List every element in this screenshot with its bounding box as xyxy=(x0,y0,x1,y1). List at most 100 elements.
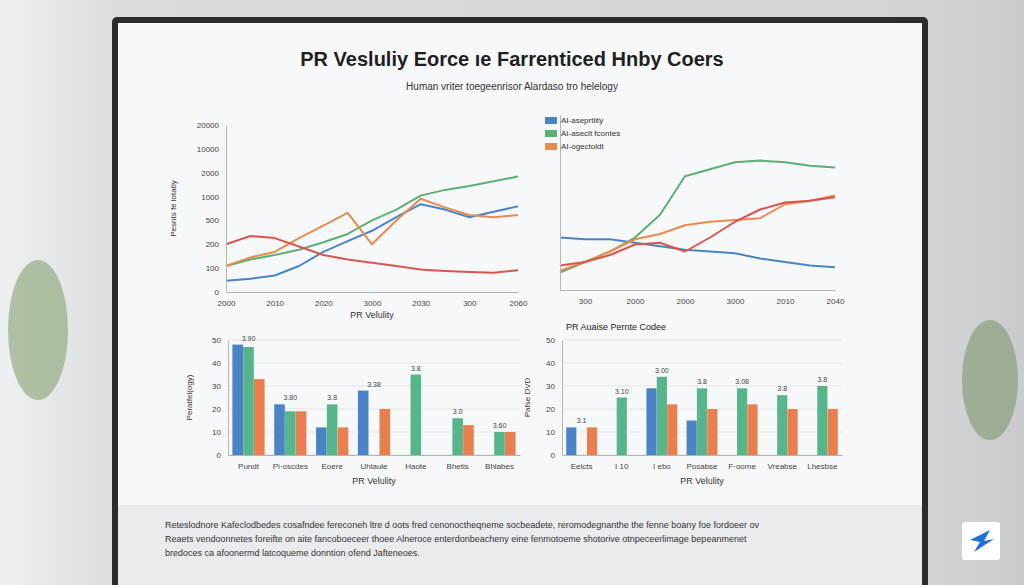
tick: 3000 xyxy=(364,292,382,308)
legend-label: AI-aseclt fcontes xyxy=(561,129,620,138)
tick-label: 20 xyxy=(212,405,221,414)
tick-label: 3000 xyxy=(364,299,382,308)
bar xyxy=(505,432,516,455)
tick-label: F·oome xyxy=(728,462,756,471)
axis-line xyxy=(229,455,521,456)
tick: Posabse xyxy=(686,455,718,471)
bar xyxy=(707,409,717,455)
logo xyxy=(962,522,1000,560)
tick-label: 2020 xyxy=(315,299,333,308)
tick: 100 xyxy=(206,264,226,273)
tick-label: 50 xyxy=(546,336,555,345)
tick: Haote xyxy=(405,455,427,471)
legend: AI-aseprtlityAI-aseclt fcontesAI-ogectol… xyxy=(545,116,620,151)
page-subtitle: Human vriter toegeenrisor Alardaso tro h… xyxy=(406,81,618,92)
tick: 300 xyxy=(463,292,477,308)
annotation: 3.60 xyxy=(493,422,507,429)
tick-label: Pi·oscdes xyxy=(273,462,308,471)
tick-label: 40 xyxy=(212,359,221,368)
tick-label: 2000 xyxy=(627,297,645,306)
tick-label: 2010 xyxy=(266,299,284,308)
tick: 3000 xyxy=(727,290,745,306)
bar xyxy=(327,404,338,455)
tick-label: Bhetis xyxy=(447,462,469,471)
chart-panel: 30020002000300020102040AI-aseprtlityAI-a… xyxy=(545,116,845,306)
tick: 2000 xyxy=(677,290,695,306)
bar xyxy=(411,375,422,456)
grid-line xyxy=(228,363,520,364)
bar xyxy=(285,411,296,455)
tick-label: 2040 xyxy=(827,297,845,306)
tick: 2060 xyxy=(510,292,528,308)
tick: I 10 xyxy=(615,455,629,471)
tick-label: Haote xyxy=(405,462,427,471)
tick: 20000 xyxy=(197,121,226,130)
grid-line xyxy=(228,340,520,341)
tick: Pundt xyxy=(238,455,260,471)
footer-band xyxy=(118,505,922,585)
bar xyxy=(747,404,757,455)
tick-label: Vreabse xyxy=(767,462,797,471)
tick-label: 0 xyxy=(215,288,220,297)
bar xyxy=(494,432,505,455)
annotation: 3.80 xyxy=(284,394,298,401)
annotation: 3.00 xyxy=(655,367,669,374)
line xyxy=(226,177,518,266)
axis-line xyxy=(561,290,836,291)
bar xyxy=(667,404,677,455)
bar xyxy=(737,388,747,455)
tick-label: 2030 xyxy=(412,299,430,308)
tick: Lhesbse xyxy=(807,455,838,471)
legend-swatch xyxy=(545,143,557,150)
bar xyxy=(358,391,369,455)
legend-label: AI-ogectoldt xyxy=(561,142,604,151)
bar xyxy=(463,425,474,455)
plant xyxy=(8,260,68,400)
annotation: 3.8 xyxy=(327,394,337,401)
bar xyxy=(788,409,798,455)
tick: 200 xyxy=(206,240,226,249)
y-axis-title: Pesnts fe lotatly xyxy=(169,180,178,236)
chart-panel: 3.13.103.003.83.083.83.8EelctsI 10I eboP… xyxy=(523,322,843,486)
grid-line xyxy=(228,432,520,433)
tick: 2010 xyxy=(777,290,795,306)
grid-line xyxy=(562,340,842,341)
chart-title: PR Auaise Pernte Codee xyxy=(566,322,666,332)
tick: 2040 xyxy=(827,290,845,306)
tick-label: 40 xyxy=(546,359,555,368)
monitor-frame xyxy=(112,17,928,585)
grid-line xyxy=(228,455,520,456)
tick: I ebo xyxy=(653,455,671,471)
tick-label: I 10 xyxy=(615,462,629,471)
tick: Bhlabes xyxy=(485,455,514,471)
y-axis: 01020304050 xyxy=(212,336,228,460)
tick-label: 30 xyxy=(546,382,555,391)
bar xyxy=(617,398,627,456)
annotation: 3.0 xyxy=(453,408,463,415)
tick-label: 0 xyxy=(551,451,556,460)
tick: Vreabse xyxy=(767,455,797,471)
tick: 0 xyxy=(215,288,226,297)
annotation: 3.90 xyxy=(242,335,256,342)
x-axis: 30020002000300020102040 xyxy=(561,290,845,306)
tick: 0 xyxy=(551,451,562,460)
tick-label: 2000 xyxy=(218,299,236,308)
footer-text: bredoces ca afoonermd latcoqueme donntio… xyxy=(165,548,420,558)
y-axis-title: Pafse DVD xyxy=(523,377,532,417)
tick-label: Eoere xyxy=(321,462,343,471)
footer-text: Reaets vendoonnetes foreifte on aite fan… xyxy=(165,534,747,544)
page: PR Vesluliy Eorce ıe Farrenticed Hnby Co… xyxy=(0,0,1024,585)
tick-label: 3000 xyxy=(727,297,745,306)
tick: 40 xyxy=(212,359,228,368)
chart-panel: 2000201020203000203030020600100200500100… xyxy=(169,121,528,320)
tick-label: 0 xyxy=(217,451,222,460)
bar xyxy=(657,377,667,455)
logo-shape xyxy=(970,530,994,552)
tick-label: 300 xyxy=(463,299,477,308)
tick-label: 50 xyxy=(212,336,221,345)
tick-label: Lhesbse xyxy=(807,462,838,471)
legend-swatch xyxy=(545,117,557,124)
chart-panel: 3.903.803.83.383.83.03.60PundtPi·oscdesE… xyxy=(185,335,521,486)
tick-label: 20 xyxy=(546,405,555,414)
annotation: 3.10 xyxy=(615,388,629,395)
